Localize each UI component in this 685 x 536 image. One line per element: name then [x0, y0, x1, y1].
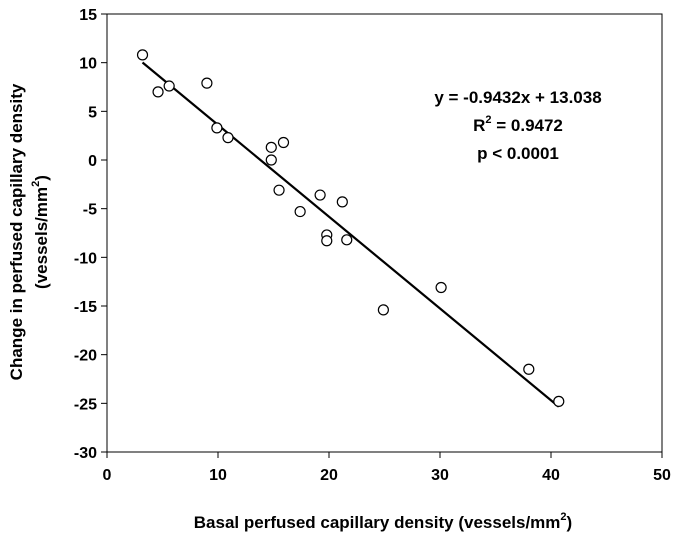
- equation-annotation: y = -0.9432x + 13.038: [434, 88, 601, 107]
- r2-prefix: R: [473, 116, 485, 135]
- plot-area-frame: [106, 13, 663, 453]
- data-point: [152, 86, 164, 98]
- y-tick-label: -5: [83, 202, 97, 219]
- y-axis-title-line2: (vessels/mm2): [30, 175, 51, 289]
- p-value-annotation: p < 0.0001: [477, 144, 559, 163]
- x-tick-label: 0: [103, 467, 112, 484]
- x-tick-label: 50: [653, 467, 671, 484]
- x-tick-label: 20: [320, 467, 338, 484]
- y-tick-label: 5: [88, 104, 97, 121]
- x-axis-title-tail: ): [567, 513, 573, 532]
- r2-superscript: 2: [485, 114, 491, 126]
- y-axis-title-line2-main: (vessels/mm: [32, 187, 51, 289]
- x-tick-label: 30: [431, 467, 449, 484]
- data-point: [321, 235, 333, 247]
- data-point: [435, 281, 447, 294]
- regression-line: [141, 61, 560, 408]
- trendline-group: [141, 61, 560, 408]
- data-point: [265, 141, 277, 153]
- y-tick-label: 15: [79, 7, 97, 24]
- data-point: [523, 363, 535, 375]
- x-axis-title-main: Basal perfused capillary density (vessel…: [194, 513, 561, 532]
- r-squared-annotation: R2 = 0.9472: [473, 114, 563, 135]
- data-point: [273, 184, 285, 196]
- data-point: [314, 189, 326, 201]
- y-axis-title-line2-tail: ): [32, 175, 51, 181]
- data-point: [265, 154, 277, 166]
- y-axis-title-line2-sup: 2: [30, 181, 42, 187]
- y-tick-label: -10: [74, 250, 97, 267]
- data-point: [222, 132, 234, 144]
- data-point: [277, 136, 290, 149]
- x-axis: 0 10 20 30 40 50: [103, 452, 671, 484]
- data-point: [211, 122, 223, 134]
- x-tick-label: 40: [542, 467, 560, 484]
- y-tick-label: -25: [74, 396, 97, 413]
- data-point: [341, 234, 353, 246]
- y-axis-title-line1: Change in perfused capillary density: [7, 83, 26, 380]
- data-point: [377, 304, 389, 316]
- data-point: [336, 196, 348, 208]
- r2-value: = 0.9472: [492, 116, 563, 135]
- x-tick-label: 10: [209, 467, 227, 484]
- y-axis: 15 10 5 0 -5 -10 -15 -20 -25 -30: [74, 7, 107, 462]
- y-tick-label: -20: [74, 348, 97, 365]
- x-axis-title: Basal perfused capillary density (vessel…: [194, 511, 572, 532]
- data-points: [136, 49, 565, 407]
- data-point: [136, 49, 149, 61]
- y-tick-label: -30: [74, 445, 97, 462]
- y-tick-label: 0: [88, 153, 97, 170]
- data-point: [553, 395, 565, 407]
- data-point: [201, 77, 213, 89]
- data-point: [163, 80, 175, 92]
- x-axis-title-sup: 2: [560, 511, 566, 523]
- data-point: [294, 205, 306, 218]
- y-tick-label: 10: [79, 56, 97, 73]
- y-tick-label: -15: [74, 299, 97, 316]
